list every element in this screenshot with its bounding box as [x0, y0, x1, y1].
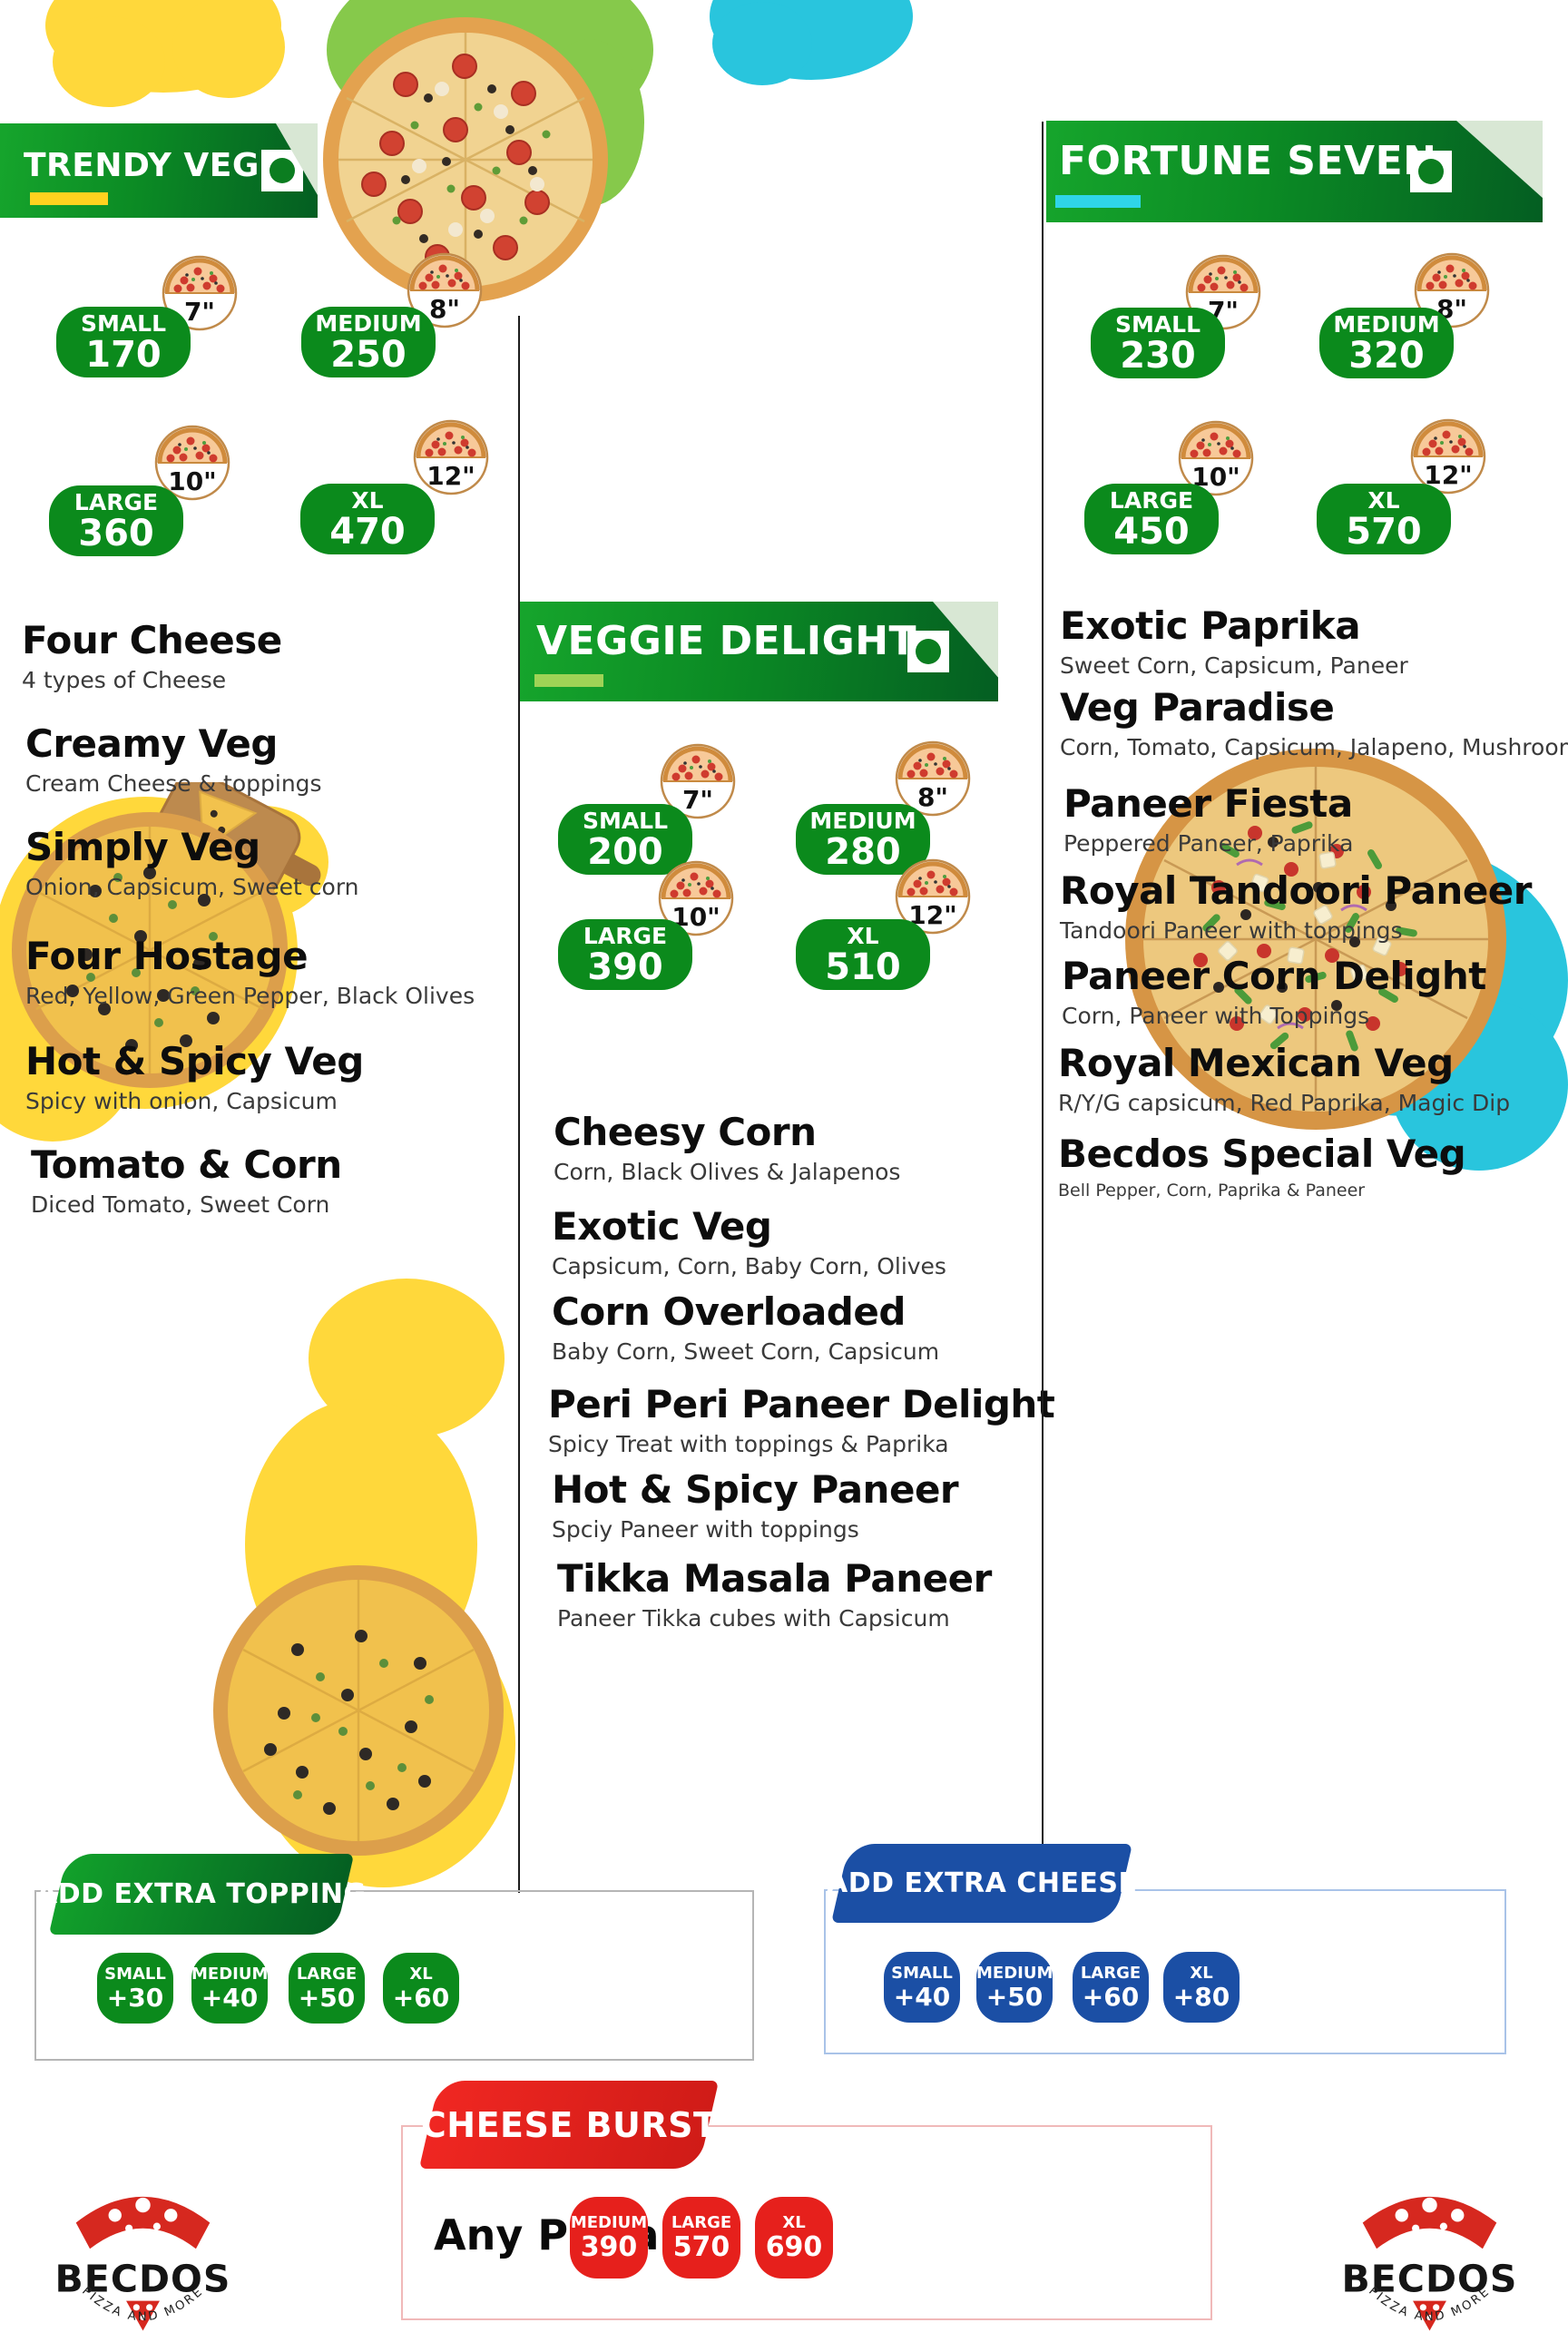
svg-text:10": 10" [168, 466, 217, 496]
menu-item: Simply Veg Onion, Capsicum, Sweet corn [25, 825, 359, 901]
extra-price-badge: SMALL +40 [884, 1952, 960, 2023]
menu-item: Tomato & Corn Diced Tomato, Sweet Corn [31, 1142, 342, 1219]
extra-price-badge: MEDIUM +40 [191, 1953, 268, 2024]
pizza-size-icon: 8" [407, 252, 483, 328]
pizza-size-icon: 8" [1414, 252, 1490, 328]
size-price-pill: SMALL 230 [1091, 308, 1225, 378]
section-title: VEGGIE DELIGHT [536, 618, 917, 664]
extra-topping-ribbon: ADD EXTRA TOPPING [36, 1854, 367, 1935]
pizza-size-icon: 12" [1410, 418, 1486, 495]
menu-item: Four Hostage Red, Yellow, Green Pepper, … [25, 934, 475, 1010]
cheese-burst-price-badge: LARGE 570 [662, 2197, 740, 2278]
pizza-size-icon: 10" [154, 425, 230, 501]
svg-text:12": 12" [1424, 460, 1473, 490]
extra-price-badge: SMALL +30 [97, 1953, 173, 2024]
size-price-pill: LARGE 360 [49, 485, 183, 556]
menu-item: Tikka Masala Paneer Paneer Tikka cubes w… [557, 1556, 992, 1632]
pizza-size-icon: 10" [1178, 420, 1254, 496]
section-header-veggie-delight: VEGGIE DELIGHT [520, 602, 998, 701]
size-price-pill: XL 470 [300, 484, 435, 554]
underline-accent [534, 674, 603, 687]
pizza-photo-middle-bottom [213, 1565, 504, 1856]
pizza-size-icon: 7" [162, 255, 238, 331]
pizza-size-icon: 12" [413, 419, 489, 495]
menu-item: Veg Paradise Corn, Tomato, Capsicum, Jal… [1060, 685, 1568, 761]
menu-item: Paneer Fiesta Peppered Paneer, Paprika [1063, 781, 1354, 858]
menu-item: Hot & Spicy Paneer Spciy Paneer with top… [552, 1467, 959, 1544]
pizza-size-icon: 8" [895, 740, 971, 817]
pizza-photo-bottom-left [12, 782, 321, 1088]
size-price-pill: MEDIUM 320 [1319, 308, 1454, 378]
svg-text:8": 8" [917, 782, 948, 812]
column-divider-right [1042, 122, 1044, 1889]
menu-item: Creamy Veg Cream Cheese & toppings [25, 721, 322, 798]
column-divider-left [518, 316, 520, 1893]
veg-mark-icon [1410, 151, 1452, 192]
svg-text:BECDOS: BECDOS [1342, 2257, 1518, 2300]
pizza-size-icon: 7" [660, 743, 736, 819]
size-price-pill: SMALL 170 [56, 307, 191, 377]
size-price-pill: LARGE 390 [558, 919, 692, 990]
menu-item: Becdos Special Veg Bell Pepper, Corn, Pa… [1058, 1132, 1466, 1201]
extra-cheese-ribbon: ADD EXTRA CHEESE [827, 1844, 1137, 1923]
menu-item: Hot & Spicy Veg Spicy with onion, Capsic… [25, 1039, 364, 1115]
extra-price-badge: XL +60 [383, 1953, 459, 2024]
pizza-size-icon: 12" [895, 858, 971, 935]
menu-item: Royal Tandoori Paneer Tandoori Paneer wi… [1060, 868, 1533, 945]
pizza-photo-bottom-right [1125, 749, 1506, 1130]
pizza-photo-top [323, 17, 608, 302]
cheese-burst-ribbon: CHEESE BURST [418, 2081, 720, 2169]
extra-price-badge: LARGE +50 [289, 1953, 365, 2024]
section-header-trendy-veg: TRENDY VEG [0, 123, 318, 218]
becdos-logo: BECDOS PIZZA AND MORE [1342, 2196, 1518, 2331]
svg-text:8": 8" [429, 294, 460, 324]
section-title: TRENDY VEG [24, 147, 260, 184]
veg-mark-icon [907, 631, 949, 672]
size-price-pill: SMALL 200 [558, 804, 692, 875]
svg-text:BECDOS: BECDOS [55, 2257, 231, 2300]
menu-item: Cheesy Corn Corn, Black Olives & Jalapen… [554, 1110, 901, 1186]
svg-text:7": 7" [184, 297, 215, 327]
cheese-burst-price-badge: MEDIUM 390 [570, 2197, 648, 2278]
extra-topping-box [34, 1890, 754, 2061]
menu-item: Exotic Paprika Sweet Corn, Capsicum, Pan… [1060, 603, 1408, 680]
svg-text:7": 7" [682, 785, 713, 815]
cheese-burst-box [401, 2125, 1212, 2320]
size-price-pill: XL 570 [1317, 484, 1451, 554]
extra-price-badge: MEDIUM +50 [976, 1952, 1053, 2023]
extra-price-badge: XL +80 [1163, 1952, 1240, 2023]
menu-item: Corn Overloaded Baby Corn, Sweet Corn, C… [552, 1289, 940, 1366]
section-header-fortune-seven: FORTUNE SEVEN [1046, 121, 1543, 222]
menu-item: Paneer Corn Delight Corn, Paneer with To… [1062, 954, 1486, 1030]
underline-accent [1055, 195, 1141, 208]
menu-item: Four Cheese 4 types of Cheese [22, 618, 282, 694]
size-price-pill: MEDIUM 250 [301, 307, 436, 377]
becdos-logo: BECDOS PIZZA AND MORE [55, 2196, 231, 2331]
size-price-pill: XL 510 [796, 919, 930, 990]
cheese-burst-price-badge: XL 690 [755, 2197, 833, 2278]
size-price-pill: LARGE 450 [1084, 484, 1219, 554]
yellow-blob-top-left [45, 0, 285, 107]
menu-item: Peri Peri Paneer Delight Spicy Treat wit… [548, 1382, 1055, 1458]
svg-text:12": 12" [426, 461, 475, 491]
cyan-blob-top-right [710, 0, 913, 85]
menu-item: Exotic Veg Capsicum, Corn, Baby Corn, Ol… [552, 1204, 946, 1280]
menu-item: Royal Mexican Veg R/Y/G capsicum, Red Pa… [1058, 1041, 1511, 1117]
underline-accent [30, 192, 108, 205]
extra-cheese-box [824, 1889, 1506, 2054]
size-price-pill: MEDIUM 280 [796, 804, 930, 875]
section-title: FORTUNE SEVEN [1059, 138, 1437, 184]
extra-price-badge: LARGE +60 [1073, 1952, 1149, 2023]
